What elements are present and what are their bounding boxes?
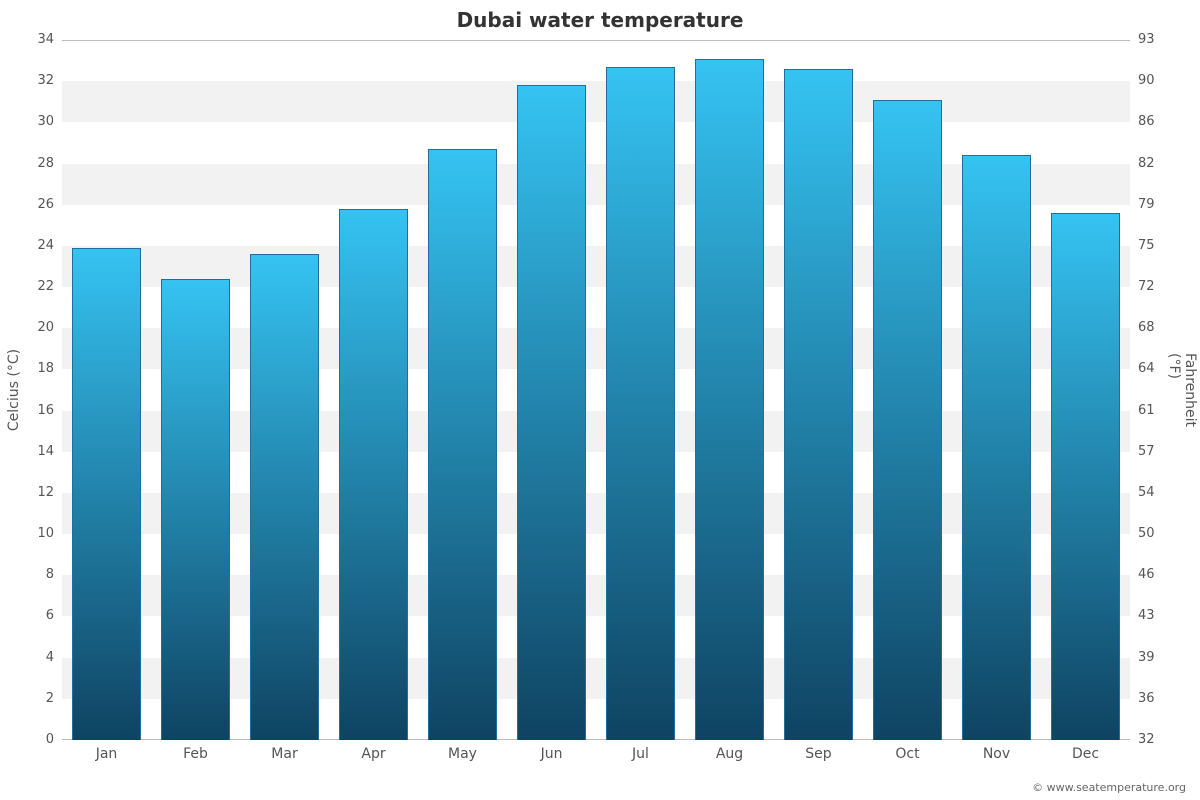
ytick-right: 39 bbox=[1138, 650, 1155, 665]
ytick-right: 50 bbox=[1138, 526, 1155, 541]
xtick: Oct bbox=[863, 746, 952, 762]
ytick-right: 79 bbox=[1138, 197, 1155, 212]
ytick-left: 26 bbox=[0, 197, 54, 212]
xtick: Aug bbox=[685, 746, 774, 762]
xtick: Apr bbox=[329, 746, 418, 762]
xtick: Mar bbox=[240, 746, 329, 762]
bar bbox=[962, 155, 1031, 740]
ytick-left: 4 bbox=[0, 650, 54, 665]
ytick-right: 93 bbox=[1138, 32, 1155, 47]
ytick-left: 2 bbox=[0, 691, 54, 706]
bar bbox=[784, 69, 853, 740]
ytick-right: 32 bbox=[1138, 732, 1155, 747]
ytick-left: 6 bbox=[0, 608, 54, 623]
ytick-right: 61 bbox=[1138, 403, 1155, 418]
xtick: Nov bbox=[952, 746, 1041, 762]
bar bbox=[339, 209, 408, 740]
ytick-right: 90 bbox=[1138, 73, 1155, 88]
credit-text: © www.seatemperature.org bbox=[1032, 781, 1186, 794]
ytick-left: 14 bbox=[0, 444, 54, 459]
ytick-left: 20 bbox=[0, 320, 54, 335]
ytick-left: 10 bbox=[0, 526, 54, 541]
ytick-right: 43 bbox=[1138, 608, 1155, 623]
ytick-right: 86 bbox=[1138, 114, 1155, 129]
xtick: Jan bbox=[62, 746, 151, 762]
bar bbox=[873, 100, 942, 740]
xtick: Sep bbox=[774, 746, 863, 762]
xtick: Jul bbox=[596, 746, 685, 762]
xtick: Feb bbox=[151, 746, 240, 762]
bar bbox=[250, 254, 319, 740]
ytick-right: 75 bbox=[1138, 238, 1155, 253]
chart-container: Dubai water temperature Celcius (°C) Fah… bbox=[0, 0, 1200, 800]
ytick-right: 64 bbox=[1138, 361, 1155, 376]
ytick-right: 68 bbox=[1138, 320, 1155, 335]
ytick-left: 22 bbox=[0, 279, 54, 294]
bar bbox=[161, 279, 230, 740]
ytick-right: 36 bbox=[1138, 691, 1155, 706]
bar bbox=[695, 59, 764, 740]
xtick: May bbox=[418, 746, 507, 762]
ytick-left: 8 bbox=[0, 567, 54, 582]
bar bbox=[517, 85, 586, 740]
ytick-left: 24 bbox=[0, 238, 54, 253]
ytick-right: 57 bbox=[1138, 444, 1155, 459]
ytick-right: 54 bbox=[1138, 485, 1155, 500]
y-axis-label-right: Fahrenheit (°F) bbox=[1166, 353, 1198, 427]
bar bbox=[428, 149, 497, 740]
ytick-left: 28 bbox=[0, 156, 54, 171]
bar bbox=[1051, 213, 1120, 740]
bar bbox=[72, 248, 141, 740]
chart-title: Dubai water temperature bbox=[0, 8, 1200, 32]
ytick-left: 32 bbox=[0, 73, 54, 88]
plot-top-border bbox=[62, 40, 1130, 41]
bar bbox=[606, 67, 675, 740]
grid-band bbox=[62, 81, 1130, 122]
plot-area bbox=[62, 40, 1130, 740]
ytick-right: 82 bbox=[1138, 156, 1155, 171]
ytick-left: 34 bbox=[0, 32, 54, 47]
ytick-left: 12 bbox=[0, 485, 54, 500]
ytick-right: 46 bbox=[1138, 567, 1155, 582]
xtick: Jun bbox=[507, 746, 596, 762]
xtick: Dec bbox=[1041, 746, 1130, 762]
ytick-left: 16 bbox=[0, 403, 54, 418]
ytick-right: 72 bbox=[1138, 279, 1155, 294]
ytick-left: 18 bbox=[0, 361, 54, 376]
ytick-left: 30 bbox=[0, 114, 54, 129]
ytick-left: 0 bbox=[0, 732, 54, 747]
